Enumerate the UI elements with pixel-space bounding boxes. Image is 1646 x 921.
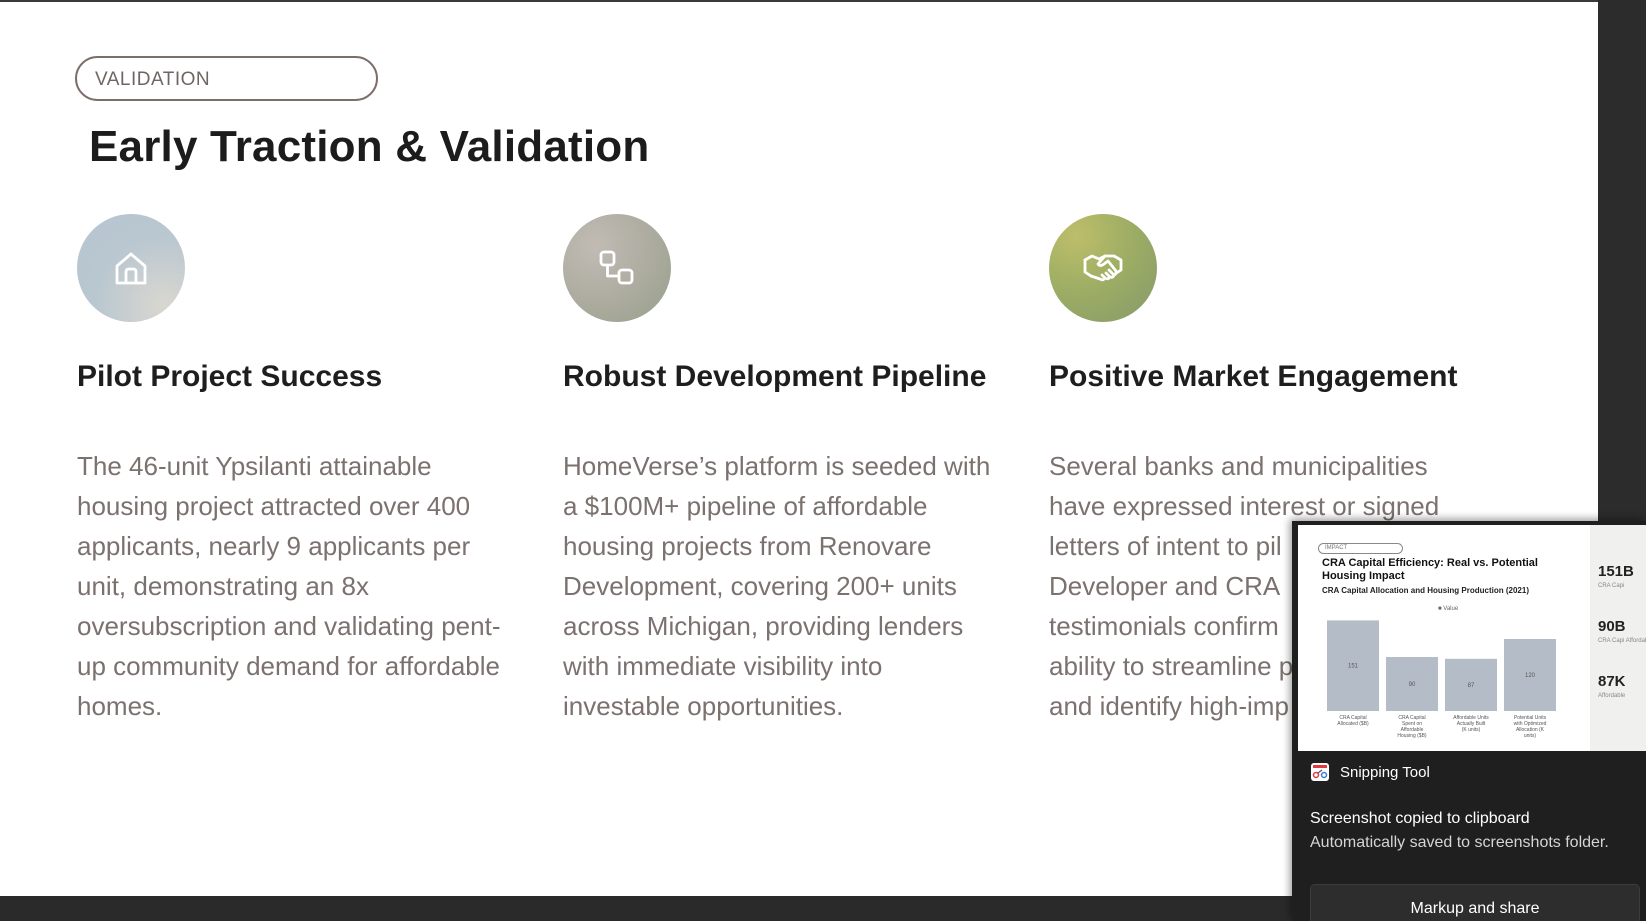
description-line: ability to streamline p xyxy=(1049,651,1294,681)
kpi-caption: Affordable xyxy=(1598,693,1626,699)
chart-bar xyxy=(1504,639,1556,711)
window-top-edge xyxy=(0,0,1646,2)
toast-app-name: Snipping Tool xyxy=(1340,763,1430,781)
description-line: homes. xyxy=(77,691,163,721)
description-line: Several banks and municipalities xyxy=(1049,451,1428,481)
chart-data-label: 90 xyxy=(1409,682,1416,688)
description-line: housing projects from Renovare xyxy=(563,531,932,561)
kpi-value: 90B xyxy=(1598,618,1626,635)
slide-title: Early Traction & Validation xyxy=(89,122,650,171)
chart-bar xyxy=(1327,620,1379,711)
chart-data-label: 151 xyxy=(1348,664,1359,670)
chart-bar xyxy=(1445,658,1497,711)
description-line: Development, covering 200+ units xyxy=(563,571,957,601)
description-line: applicants, nearly 9 applicants per xyxy=(77,531,471,561)
feature-title: Robust Development Pipeline xyxy=(563,360,987,393)
description-line: investable opportunities. xyxy=(563,691,844,721)
thumbnail-bar-chart: 151 CRA Capital Allocated ($B) 90 CRA Capita… xyxy=(1327,620,1556,739)
chart-category-label: CRA Capital Spent on Affordable Housing ($B… xyxy=(1397,715,1427,739)
description-line: letters of intent to pil xyxy=(1049,531,1282,561)
description-line: housing project attracted over 400 xyxy=(77,491,471,521)
description-line: oversubscription and validating pent- xyxy=(77,611,501,641)
thumbnail-tag: IMPACT xyxy=(1318,543,1403,554)
kpi-value: 87K xyxy=(1598,673,1626,690)
handshake-icon-badge xyxy=(1049,214,1157,322)
description-line: testimonials confirm xyxy=(1049,611,1279,641)
kpi-caption: CRA Capi xyxy=(1598,583,1625,589)
description-line: unit, demonstrating an 8x xyxy=(77,571,369,601)
description-line: have expressed interest or signed xyxy=(1049,491,1440,521)
thumbnail-side-panel xyxy=(1590,525,1646,751)
chart-category-label: CRA Capital Allocated ($B) xyxy=(1337,715,1369,727)
description-line: and identify high-imp xyxy=(1049,691,1289,721)
description-line: across Michigan, providing lenders xyxy=(563,611,964,641)
chart-category-label: Affordable Units Actually Built (K units) xyxy=(1453,715,1489,733)
house-icon xyxy=(115,252,147,285)
section-tag: VALIDATION xyxy=(75,56,378,101)
thumbnail-chart-title: CRA Capital Allocation and Housing Produ… xyxy=(1322,586,1529,595)
snipping-tool-notification[interactable]: IMPACT CRA Capital Efficiency: Real vs. … xyxy=(1292,521,1646,921)
description-line: The 46-unit Ypsilanti attainable xyxy=(77,451,432,481)
house-icon-badge xyxy=(77,214,185,322)
kpi-caption: CRA Capi Affordable xyxy=(1598,638,1646,644)
pipeline-icon-badge xyxy=(563,214,671,322)
chart-data-label: 87 xyxy=(1468,683,1475,689)
feature-column-engagement: Positive Market Engagement Several banks… xyxy=(1049,214,1514,726)
chart-bar xyxy=(1386,657,1438,711)
chart-data-label: 120 xyxy=(1525,673,1536,679)
handshake-icon xyxy=(1083,254,1123,282)
thumbnail-title: CRA Capital Efficiency: Real vs. Potenti… xyxy=(1322,557,1538,582)
feature-column-pilot: Pilot Project Success The 46-unit Ypsila… xyxy=(77,214,542,726)
markup-and-share-button[interactable]: Markup and share xyxy=(1310,884,1640,921)
feature-title: Pilot Project Success xyxy=(77,360,383,393)
description-line: Developer and CRA xyxy=(1049,571,1281,601)
thumbnail-legend: ■ Value xyxy=(1438,606,1459,612)
feature-title: Positive Market Engagement xyxy=(1049,360,1458,393)
chart-category-label: Potential Units with Optimized Allocation … xyxy=(1514,715,1547,739)
description-line: up community demand for affordable xyxy=(77,651,500,681)
description-line: a $100M+ pipeline of affordable xyxy=(563,491,928,521)
feature-description: HomeVerse’s platform is seeded with a $1… xyxy=(563,446,1028,726)
feature-description: Several banks and municipalities have ex… xyxy=(1049,446,1514,726)
pipeline-nodes-icon xyxy=(599,250,634,285)
description-line: with immediate visibility into xyxy=(563,651,883,681)
toast-sub-message: Automatically saved to screenshots folde… xyxy=(1310,834,1609,851)
feature-description: The 46-unit Ypsilanti attainable housing… xyxy=(77,446,542,726)
kpi-value: 151B xyxy=(1598,563,1634,580)
feature-column-pipeline: Robust Development Pipeline HomeVerse’s … xyxy=(563,214,1028,726)
description-line: HomeVerse’s platform is seeded with xyxy=(563,451,991,481)
toast-app-header: Snipping Tool xyxy=(1310,762,1430,782)
toast-message: Screenshot copied to clipboard xyxy=(1310,810,1530,827)
snipping-tool-icon xyxy=(1311,763,1329,781)
screenshot-thumbnail[interactable]: IMPACT CRA Capital Efficiency: Real vs. … xyxy=(1298,525,1646,751)
